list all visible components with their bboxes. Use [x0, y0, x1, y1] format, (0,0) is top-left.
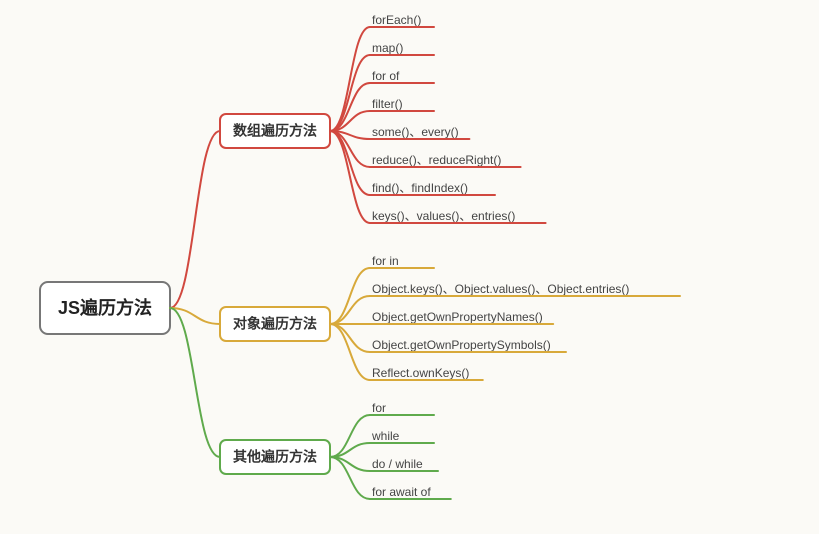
leaf-label: some()、every() — [372, 125, 459, 139]
leaf-label: Object.getOwnPropertyNames() — [372, 310, 543, 324]
root-label: JS遍历方法 — [58, 297, 152, 318]
leaf-label: while — [371, 429, 400, 443]
edge-root-to-array — [170, 131, 220, 308]
leaf-label: Object.getOwnPropertySymbols() — [372, 338, 551, 352]
branch-label-object: 对象遍历方法 — [233, 316, 317, 332]
leaf-label: map() — [372, 41, 403, 55]
branch-label-other: 其他遍历方法 — [233, 449, 317, 465]
edge-object-leaf-3 — [330, 324, 370, 352]
leaf-label: for — [372, 401, 386, 415]
leaf-label: do / while — [372, 457, 423, 471]
leaf-label: for await of — [372, 485, 431, 499]
edge-root-to-object — [170, 308, 220, 324]
edge-object-leaf-1 — [330, 296, 370, 324]
edge-array-leaf-6 — [330, 131, 370, 195]
mindmap-canvas: JS遍历方法 数组遍历方法 forEach() map() for of filter()… — [0, 0, 819, 534]
edge-root-to-other — [170, 308, 220, 457]
branch-label-array: 数组遍历方法 — [233, 123, 317, 139]
leaf-label: reduce()、reduceRight() — [372, 153, 501, 167]
edge-array-leaf-7 — [330, 131, 370, 223]
leaf-label: Object.keys()、Object.values()、Object.ent… — [372, 282, 629, 296]
leaf-label: for in — [372, 254, 399, 268]
leaf-label: filter() — [372, 97, 403, 111]
leaf-label: keys()、values()、entries() — [372, 209, 515, 223]
leaf-label: Reflect.ownKeys() — [372, 366, 469, 380]
leaf-label: find()、findIndex() — [372, 181, 468, 195]
leaf-label: forEach() — [372, 13, 421, 27]
leaf-label: for of — [372, 69, 400, 83]
edge-array-leaf-0 — [330, 27, 370, 131]
